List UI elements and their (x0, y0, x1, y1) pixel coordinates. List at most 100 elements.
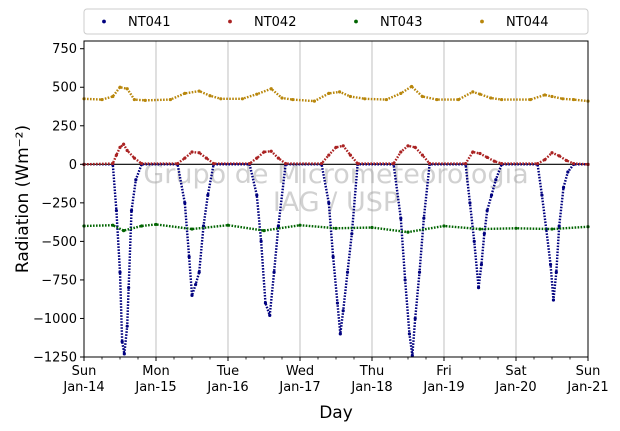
point-NT041-51 (482, 232, 486, 236)
point-NT044-27 (456, 97, 460, 102)
point-NT041-16 (197, 270, 201, 274)
legend-label-NT042: NT042 (254, 15, 296, 30)
point-NT044-12 (240, 97, 244, 101)
point-NT041-4 (120, 339, 124, 344)
point-NT042-1 (111, 161, 115, 166)
point-NT042-39 (543, 158, 547, 162)
point-NT041-40 (407, 332, 412, 336)
point-NT044-15 (280, 96, 284, 100)
point-NT042-32 (464, 161, 468, 166)
point-NT041-53 (489, 193, 494, 197)
point-NT041-31 (335, 301, 340, 305)
point-NT042-19 (284, 161, 288, 166)
x-tick-date-1: Jan-15 (134, 380, 176, 395)
point-NT042-33 (471, 150, 475, 154)
point-NT044-25 (420, 94, 424, 99)
point-NT041-38 (399, 216, 403, 220)
point-NT041-63 (561, 185, 566, 190)
y-tick-label-8: 750 (52, 42, 77, 57)
x-tick-date-6: Jan-20 (494, 380, 536, 395)
point-NT041-47 (468, 201, 472, 205)
point-NT042-42 (564, 158, 569, 163)
point-NT041-34 (345, 270, 350, 274)
point-NT044-32 (528, 97, 533, 102)
legend: NT041 NT042 NT043 NT044 (83, 8, 589, 35)
point-NT042-29 (413, 145, 417, 149)
x-tick-day-1: Mon (142, 364, 169, 379)
point-NT044-18 (327, 91, 331, 96)
legend-box (83, 8, 589, 35)
legend-label-NT044: NT044 (506, 15, 548, 30)
point-NT044-31 (500, 97, 504, 102)
point-NT041-59 (548, 262, 553, 267)
point-NT043-1 (111, 223, 115, 227)
point-NT042-30 (420, 153, 424, 157)
point-NT042-2 (114, 153, 118, 157)
point-NT043-8 (298, 223, 302, 227)
x-tick-day-5: Fri (436, 364, 452, 379)
point-NT044-5 (132, 97, 136, 102)
legend-marker-NT043 (354, 19, 358, 24)
x-tick-date-2: Jan-16 (206, 380, 248, 395)
x-tick-day-7: Sun (576, 364, 601, 379)
point-NT041-23 (263, 301, 268, 305)
point-NT044-17 (312, 99, 316, 103)
point-NT042-15 (255, 156, 259, 160)
point-NT044-7 (168, 97, 172, 102)
point-NT044-21 (363, 97, 367, 101)
point-NT044-4 (125, 87, 129, 91)
point-NT042-17 (269, 149, 273, 153)
series-layer (82, 84, 590, 358)
point-NT044-14 (269, 87, 273, 91)
point-NT041-62 (557, 224, 561, 228)
point-NT041-60 (551, 298, 556, 302)
y-tick-label-3: −500 (41, 235, 77, 250)
point-NT044-19 (338, 90, 342, 94)
point-NT041-24 (268, 313, 272, 317)
point-NT044-16 (291, 97, 295, 102)
legend-label-NT041: NT041 (128, 15, 170, 30)
point-NT042-23 (341, 144, 345, 148)
point-NT042-41 (557, 154, 561, 158)
point-NT041-43 (417, 270, 422, 274)
point-NT041-22 (259, 239, 263, 243)
point-NT041-61 (554, 270, 558, 274)
point-NT041-57 (540, 193, 544, 197)
series-line-NT042 (83, 142, 589, 166)
point-NT041-13 (187, 255, 191, 259)
point-NT044-10 (208, 94, 212, 98)
point-NT044-9 (197, 89, 201, 93)
legend-marker-NT042 (228, 19, 232, 24)
point-NT041-2 (114, 208, 118, 213)
point-NT041-12 (183, 201, 187, 205)
point-NT042-28 (406, 144, 410, 148)
series-NT043 (82, 222, 590, 234)
point-NT041-30 (331, 255, 335, 259)
point-NT044-8 (183, 91, 187, 96)
x-tick-date-5: Jan-19 (422, 380, 464, 395)
point-NT042-34 (478, 151, 482, 156)
point-NT041-44 (422, 216, 426, 220)
point-NT042-20 (320, 161, 324, 166)
x-tick-day-6: Sat (505, 364, 526, 379)
point-NT043-4 (154, 222, 158, 227)
y-axis-ticks: −1250 −1000 −750 −500 −250 0 250 500 750 (33, 42, 84, 366)
point-NT042-6 (132, 156, 136, 160)
point-NT044-3 (118, 85, 122, 89)
point-NT041-7 (127, 286, 131, 290)
point-NT041-39 (403, 278, 407, 282)
point-NT043-15 (550, 227, 554, 231)
y-tick-label-0: −1250 (33, 351, 77, 366)
series-NT042 (82, 142, 590, 166)
y-tick-label-7: 500 (52, 81, 77, 96)
point-NT041-25 (272, 270, 276, 274)
x-tick-day-2: Tue (216, 364, 239, 379)
point-NT044-34 (550, 94, 554, 99)
point-NT043-10 (370, 225, 374, 230)
point-NT041-35 (350, 232, 354, 236)
point-NT044-13 (255, 92, 259, 96)
point-NT043-3 (140, 224, 144, 228)
point-NT042-13 (212, 161, 216, 166)
point-NT043-13 (478, 227, 482, 231)
